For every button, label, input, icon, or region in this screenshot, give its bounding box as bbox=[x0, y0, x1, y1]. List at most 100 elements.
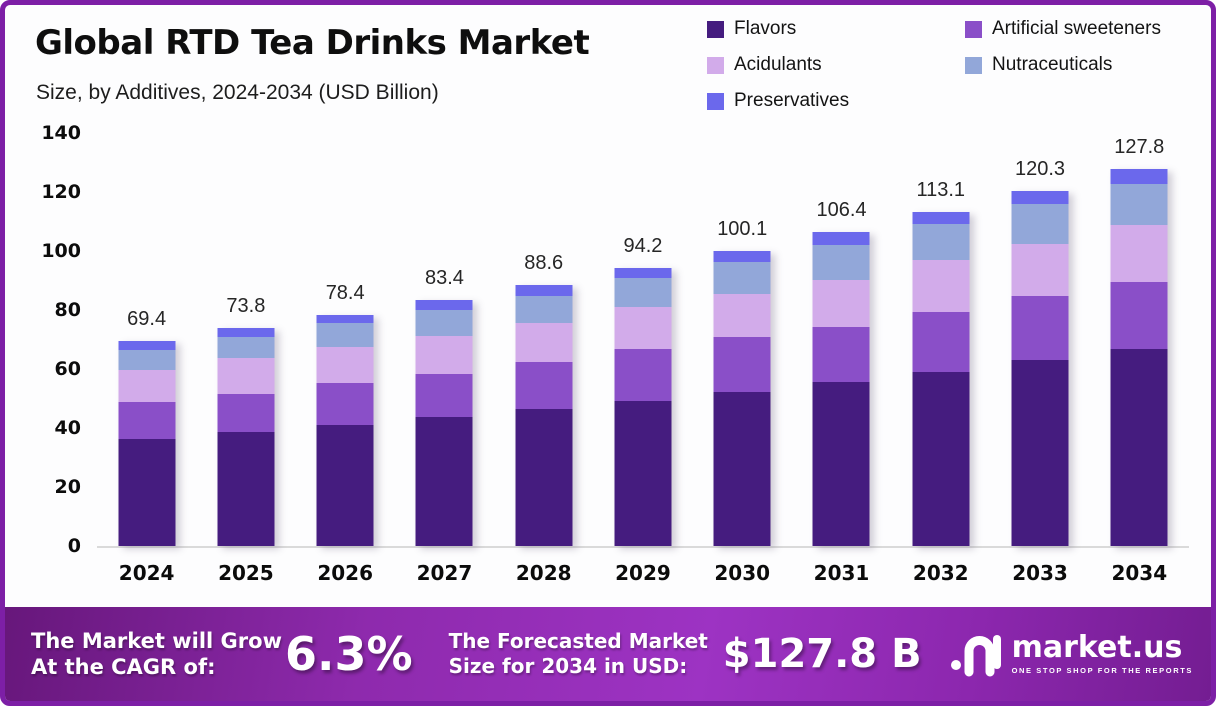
bar-total-label: 88.6 bbox=[524, 251, 564, 274]
bar-segment-acidulants bbox=[713, 294, 771, 338]
y-tick-label: 120 bbox=[41, 181, 81, 203]
bar-segment-preservatives bbox=[1011, 191, 1069, 204]
brand-tagline: ONE STOP SHOP FOR THE REPORTS bbox=[1011, 666, 1193, 675]
bar-segment-preservatives bbox=[812, 232, 870, 246]
bar-total-label: 120.3 bbox=[1014, 158, 1066, 181]
bar-stack-2030 bbox=[713, 250, 771, 546]
bar-segment-flavors bbox=[1011, 360, 1069, 546]
legend-swatch bbox=[965, 56, 982, 74]
x-tick-label-2032: 2032 bbox=[912, 561, 969, 585]
bar-stack-2024 bbox=[118, 341, 176, 546]
y-tick-label: 40 bbox=[54, 417, 81, 439]
bar-segment-flavors bbox=[713, 391, 771, 546]
x-tick-label-2034: 2034 bbox=[1111, 561, 1168, 585]
bar-total-label: 127.8 bbox=[1114, 136, 1165, 158]
bar-cell-2024: 69.4 bbox=[97, 135, 196, 546]
bar-cell-2031: 106.4 bbox=[792, 135, 891, 546]
x-tick-label-2028: 2028 bbox=[515, 561, 572, 585]
forecast-label-line2: Size for 2034 in USD: bbox=[448, 654, 688, 678]
forecast-label-line1: The Forecasted Market bbox=[448, 629, 708, 653]
market-us-logo-icon bbox=[948, 625, 1002, 684]
bar-segment-acidulants bbox=[515, 322, 573, 363]
x-tick-label-2025: 2025 bbox=[218, 561, 274, 585]
bar-segment-acidulants bbox=[415, 336, 473, 374]
y-tick-label: 60 bbox=[54, 358, 81, 380]
bar-segment-acidulants bbox=[1110, 225, 1168, 283]
bar-total-label: 100.1 bbox=[717, 217, 768, 240]
bar-segment-preservatives bbox=[415, 300, 473, 311]
x-tick-label-2027: 2027 bbox=[416, 561, 473, 585]
bar-segment-nutraceuticals bbox=[217, 336, 275, 359]
forecast-value: $127.8 B bbox=[722, 631, 922, 677]
brand-name: market.us bbox=[1011, 630, 1183, 665]
bar-cell-2026: 78.4 bbox=[296, 135, 395, 546]
bar-segment-flavors bbox=[614, 400, 672, 546]
bar-segment-acidulants bbox=[614, 307, 672, 349]
legend-item-acidulants: Acidulants bbox=[707, 54, 965, 76]
legend-swatch bbox=[965, 20, 982, 38]
bar-segment-nutraceuticals bbox=[912, 224, 970, 260]
bar-segment-artificial-sweeteners bbox=[1011, 295, 1069, 361]
legend-item-preservatives: Preservatives bbox=[707, 90, 965, 112]
bar-cell-2033: 120.3 bbox=[990, 135, 1089, 546]
bar-segment-nutraceuticals bbox=[415, 310, 473, 337]
bar-stack-2026 bbox=[316, 314, 374, 546]
bar-segment-artificial-sweeteners bbox=[515, 362, 573, 410]
bar-segment-nutraceuticals bbox=[515, 295, 573, 323]
bar-segment-preservatives bbox=[316, 314, 374, 324]
bar-row: 69.4 73.8 78.4 83.4 88.6 94.2 100.1 106.4 113.1 1… bbox=[97, 135, 1189, 546]
bar-segment-artificial-sweeteners bbox=[217, 394, 275, 432]
bar-segment-nutraceuticals bbox=[614, 278, 672, 308]
bar-stack-2031 bbox=[812, 232, 870, 546]
bar-segment-flavors bbox=[217, 431, 275, 546]
y-tick-label: 140 bbox=[41, 122, 81, 144]
x-tick-label-2026: 2026 bbox=[317, 561, 373, 585]
bar-segment-acidulants bbox=[912, 259, 970, 313]
legend-swatch bbox=[707, 20, 724, 38]
bar-stack-2028 bbox=[515, 284, 573, 546]
bar-cell-2032: 113.1 bbox=[891, 135, 990, 546]
bar-segment-preservatives bbox=[118, 341, 176, 350]
bar-segment-artificial-sweeteners bbox=[713, 337, 771, 392]
x-tick-label-2029: 2029 bbox=[615, 561, 671, 585]
bar-total-label: 94.2 bbox=[623, 235, 663, 258]
forecast-label: The Forecasted Market Size for 2034 in U… bbox=[449, 629, 723, 679]
legend-label: Flavors bbox=[734, 18, 797, 39]
bar-cell-2025: 73.8 bbox=[196, 135, 295, 546]
bar-total-label: 69.4 bbox=[127, 308, 167, 331]
legend-label: Preservatives bbox=[734, 90, 850, 111]
bar-segment-artificial-sweeteners bbox=[614, 348, 672, 401]
bar-segment-flavors bbox=[515, 409, 573, 546]
chart-legend: Flavors Artificial sweeteners Acidulants Nu… bbox=[707, 18, 1211, 112]
bar-segment-nutraceuticals bbox=[316, 323, 374, 347]
bar-segment-acidulants bbox=[1011, 243, 1069, 296]
bar-segment-artificial-sweeteners bbox=[812, 326, 870, 382]
bar-total-label: 73.8 bbox=[226, 295, 266, 318]
y-tick-label: 80 bbox=[54, 299, 81, 321]
bar-stack-2027 bbox=[415, 300, 473, 546]
bar-cell-2027: 83.4 bbox=[395, 135, 494, 546]
bar-total-label: 106.4 bbox=[816, 199, 867, 222]
bar-segment-flavors bbox=[316, 424, 374, 546]
legend-item-artificial-sweeteners: Artificial sweeteners bbox=[965, 18, 1211, 40]
bar-segment-nutraceuticals bbox=[713, 261, 771, 295]
legend-swatch bbox=[707, 92, 724, 110]
bar-segment-flavors bbox=[812, 381, 870, 546]
page-subtitle: Size, by Additives, 2024-2034 (USD Billi… bbox=[36, 81, 439, 104]
legend-label: Nutraceuticals bbox=[992, 54, 1113, 75]
bar-cell-2030: 100.1 bbox=[693, 135, 792, 546]
page-title: Global RTD Tea Drinks Market bbox=[35, 23, 590, 63]
bar-segment-preservatives bbox=[614, 268, 672, 279]
bar-segment-flavors bbox=[118, 438, 176, 546]
bar-segment-artificial-sweeteners bbox=[415, 373, 473, 418]
bar-segment-nutraceuticals bbox=[1011, 203, 1069, 244]
cagr-label-line2: At the CAGR of: bbox=[31, 655, 216, 679]
cagr-value: 6.3% bbox=[285, 627, 413, 681]
brand-text: market.us ONE STOP SHOP FOR THE REPORTS bbox=[1011, 630, 1193, 676]
bar-stack-2033 bbox=[1011, 191, 1069, 546]
bar-segment-flavors bbox=[415, 417, 473, 546]
y-tick-label: 0 bbox=[67, 535, 81, 557]
plot-area: 69.4 73.8 78.4 83.4 88.6 94.2 100.1 106.4 113.1 1… bbox=[41, 122, 1189, 557]
bar-stack-2029 bbox=[614, 268, 672, 546]
cagr-label: The Market will Grow At the CAGR of: bbox=[31, 628, 285, 681]
